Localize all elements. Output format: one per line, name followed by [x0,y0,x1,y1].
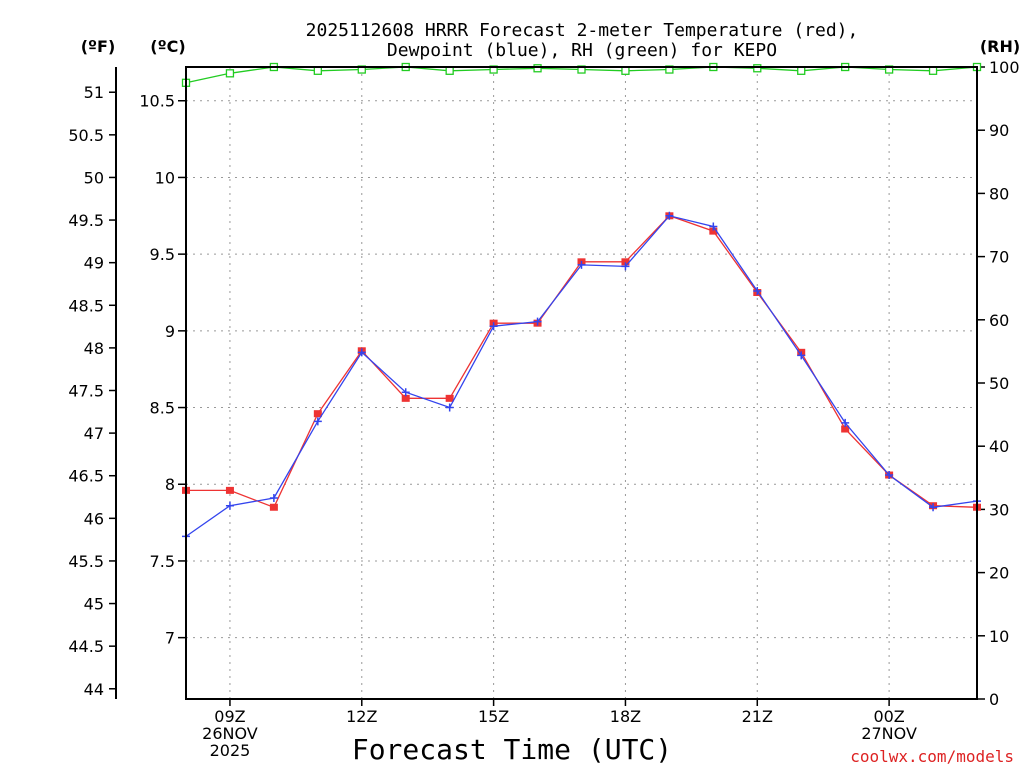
dewpoint-point [357,348,366,357]
fahrenheit-tick-label: 47 [84,424,104,443]
rh-tick-label: 40 [989,437,1009,456]
temperature-point [225,486,234,494]
celsius-tick-label: 8.5 [150,399,175,418]
time-tick-label: 12Z [346,707,377,726]
fahrenheit-tick-label: 49 [84,254,104,273]
fahrenheit-tick-label: 48 [84,339,104,358]
fahrenheit-unit-label: (ºF) [81,37,116,56]
temperature-point [841,425,850,433]
time-tick-label: 15Z [478,707,509,726]
dewpoint-point [313,417,322,426]
time-tick-label: 27NOV [861,724,917,743]
dewpoint-point [225,501,234,510]
fahrenheit-tick-label: 45.5 [68,552,104,571]
fahrenheit-tick-label: 46 [84,509,104,528]
time-tick-label: 09Z [214,707,245,726]
celsius-tick-label: 7.5 [150,552,175,571]
dewpoint-point [533,317,542,326]
rh-point [753,64,762,73]
temperature-point [709,227,718,235]
dewpoint-point [269,494,278,503]
fahrenheit-tick-label: 48.5 [68,296,104,315]
time-tick-label: 26NOV [202,724,258,743]
celsius-tick-label: 10 [155,168,175,187]
fahrenheit-tick-label: 45 [84,595,104,614]
dewpoint-point [753,286,762,295]
rh-point [621,66,630,75]
fahrenheit-tick-label: 46.5 [68,467,104,486]
celsius-unit-label: (ºC) [150,37,185,56]
celsius-tick-label: 9 [165,322,175,341]
grid-lines [186,67,977,699]
rh-tick-label: 80 [989,184,1009,203]
dewpoint-point [929,503,938,512]
rh-tick-label: 60 [989,311,1009,330]
dewpoint-point [665,211,674,220]
celsius-tick-label: 9.5 [150,245,175,264]
celsius-axis: 7 7.5 8 8.5 9 9.5 10 10.5 [139,92,186,648]
fahrenheit-tick-label: 44.5 [68,637,104,656]
dewpoint-point [885,471,894,480]
fahrenheit-tick-label: 50.5 [68,126,104,145]
credit-label: coolwx.com/models [850,747,1014,766]
time-tick-label: 2025 [210,741,251,760]
rh-point [225,69,235,78]
fahrenheit-axis: 44 44.5 45 45.5 46 46.5 47 47.5 48 48.5 49 49.5 50 50… [68,67,117,699]
temperature-point [401,394,410,402]
x-axis-title: Forecast Time (UTC) [352,733,672,766]
rh-point [797,66,806,75]
time-tick-label: 18Z [610,707,641,726]
temperature-point [621,258,630,266]
temperature-point [445,394,454,402]
rh-tick-label: 20 [989,564,1009,583]
fahrenheit-tick-label: 44 [84,680,104,699]
rh-tick-label: 0 [989,690,999,709]
plot-frame [185,66,978,700]
rh-unit-label: (RH) [980,37,1020,56]
rh-tick-label: 70 [989,248,1009,267]
celsius-tick-label: 10.5 [139,92,175,111]
rh-point [533,64,542,73]
fahrenheit-tick-label: 47.5 [68,381,104,400]
dewpoint-point [445,403,454,412]
celsius-tick-label: 8 [165,475,175,494]
celsius-tick-label: 7 [165,629,175,648]
rh-axis: 0 10 20 30 40 50 60 70 80 90 100 [977,58,1020,709]
rh-tick-label: 30 [989,500,1009,519]
dewpoint-point [797,351,806,360]
data-series [181,62,982,541]
fahrenheit-tick-label: 50 [84,168,104,187]
rh-point [445,66,454,75]
dewpoint-point [621,262,630,271]
rh-tick-label: 10 [989,627,1009,646]
dewpoint-point [709,222,718,231]
rh-tick-label: 90 [989,121,1009,140]
rh-tick-label: 50 [989,374,1009,393]
rh-tick-label: 100 [989,58,1020,77]
time-tick-label: 00Z [873,707,904,726]
dewpoint-point [577,260,586,269]
chart-title-line-2: Dewpoint (blue), RH (green) for KEPO [387,40,777,61]
time-tick-label: 21Z [742,707,773,726]
rh-point [928,66,938,75]
temperature-point [269,503,278,511]
fahrenheit-tick-label: 49.5 [68,211,104,230]
fahrenheit-tick-label: 51 [84,83,104,102]
rh-point [313,66,322,75]
temperature-point [313,410,322,418]
dewpoint-point [841,418,850,427]
chart-title-line-1: 2025112608 HRRR Forecast 2-meter Tempera… [306,20,859,41]
dewpoint-point [489,322,498,331]
dewpoint-point [401,388,410,397]
